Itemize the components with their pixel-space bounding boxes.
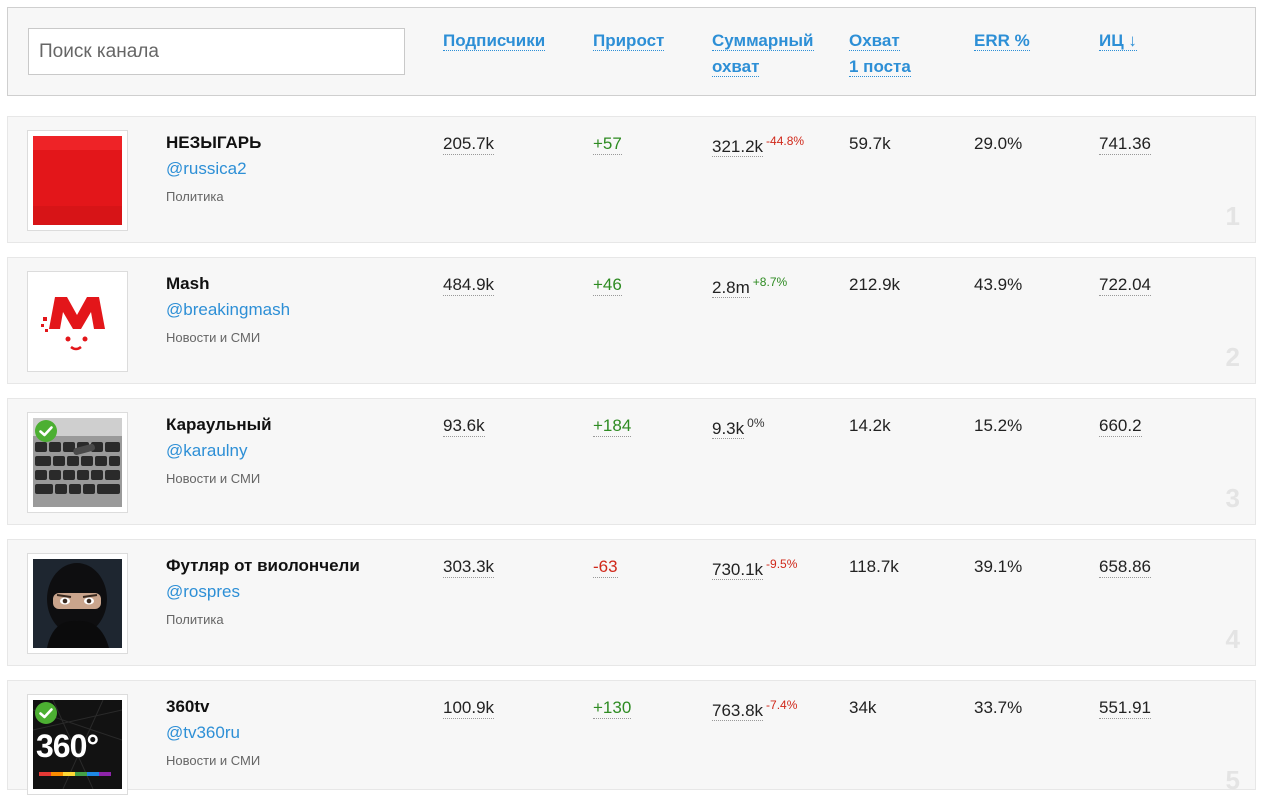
channel-row[interactable]: Караульный @karaulny Новости и СМИ 93.6k…: [7, 398, 1256, 525]
channel-row[interactable]: Mash @breakingmash Новости и СМИ 484.9k …: [7, 257, 1256, 384]
err-value: 43.9%: [974, 275, 1023, 294]
ic-value[interactable]: 658.86: [1099, 557, 1151, 578]
masked-man-avatar-image: [33, 559, 122, 648]
reach-delta: +8.7%: [752, 275, 788, 289]
reach-delta: -7.4%: [766, 698, 798, 712]
post-reach-value: 212.9k: [849, 275, 901, 294]
column-post-reach-label-2[interactable]: 1 поста: [849, 57, 911, 77]
channel-handle-link[interactable]: @breakingmash: [166, 300, 291, 319]
channel-handle-link[interactable]: @tv360ru: [166, 723, 240, 742]
err-value: 15.2%: [974, 416, 1023, 435]
column-growth-label[interactable]: Прирост: [593, 31, 665, 51]
reach-delta: 0%: [747, 416, 765, 430]
reach-delta: -44.8%: [766, 134, 805, 148]
column-growth[interactable]: Прирост: [593, 28, 665, 54]
post-reach-value: 14.2k: [849, 416, 891, 435]
subscribers-value[interactable]: 93.6k: [443, 416, 485, 437]
post-reach-value: 59.7k: [849, 134, 891, 153]
verified-check-icon: [34, 419, 58, 443]
channel-handle-link[interactable]: @russica2: [166, 159, 247, 178]
growth-value[interactable]: +46: [593, 275, 622, 296]
column-post-reach[interactable]: Охват 1 поста: [849, 28, 911, 80]
total-reach-cell: 9.3k 0%: [712, 416, 764, 439]
reach-delta: -9.5%: [766, 557, 798, 571]
channel-avatar[interactable]: [27, 412, 128, 513]
channel-row[interactable]: НЕЗЫГАРЬ @russica2 Политика 205.7k +57 3…: [7, 116, 1256, 243]
rank-number: 3: [1225, 483, 1240, 513]
channel-category: Политика: [166, 189, 224, 204]
channel-name: Mash: [166, 274, 210, 293]
ic-value[interactable]: 551.91: [1099, 698, 1151, 719]
total-reach-value[interactable]: 730.1k: [712, 559, 764, 580]
channel-avatar[interactable]: 360°: [27, 694, 128, 795]
channel-category: Новости и СМИ: [166, 753, 261, 768]
column-ic-sorted[interactable]: ИЦ ↓: [1099, 28, 1137, 54]
channel-name: 360tv: [166, 697, 210, 716]
ic-value[interactable]: 741.36: [1099, 134, 1151, 155]
post-reach-value: 34k: [849, 698, 877, 717]
rank-number: 2: [1225, 342, 1240, 372]
err-value: 33.7%: [974, 698, 1023, 717]
total-reach-value[interactable]: 9.3k: [712, 418, 745, 439]
rank-number: 1: [1225, 201, 1240, 231]
ic-value[interactable]: 660.2: [1099, 416, 1142, 437]
channel-category: Новости и СМИ: [166, 471, 261, 486]
growth-value[interactable]: +184: [593, 416, 632, 437]
channel-category: Политика: [166, 612, 224, 627]
column-ic-label[interactable]: ИЦ ↓: [1099, 31, 1137, 51]
channel-handle-link[interactable]: @rospres: [166, 582, 240, 601]
ic-value[interactable]: 722.04: [1099, 275, 1151, 296]
total-reach-value[interactable]: 2.8m: [712, 277, 750, 298]
growth-value[interactable]: +130: [593, 698, 632, 719]
table-header: Подписчики Прирост Суммарный охват Охват 1…: [7, 7, 1256, 96]
total-reach-cell: 2.8m +8.7%: [712, 275, 787, 298]
subscribers-value[interactable]: 100.9k: [443, 698, 495, 719]
err-value: 39.1%: [974, 557, 1023, 576]
subscribers-value[interactable]: 205.7k: [443, 134, 495, 155]
column-err[interactable]: ERR %: [974, 28, 1030, 54]
channel-category: Новости и СМИ: [166, 330, 261, 345]
channel-handle-link[interactable]: @karaulny: [166, 441, 248, 460]
search-input[interactable]: [28, 28, 405, 75]
total-reach-cell: 321.2k -44.8%: [712, 134, 804, 157]
channel-name: Футляр от виолончели: [166, 556, 360, 575]
growth-value[interactable]: -63: [593, 557, 618, 578]
tv360-logo-text: 360°: [36, 728, 99, 764]
column-subscribers[interactable]: Подписчики: [443, 28, 546, 54]
rank-number: 4: [1225, 624, 1240, 654]
channel-avatar[interactable]: [27, 553, 128, 654]
channel-avatar[interactable]: [27, 130, 128, 231]
growth-value[interactable]: +57: [593, 134, 622, 155]
mash-logo-avatar-image: [33, 277, 122, 366]
rank-number: 5: [1225, 765, 1240, 795]
total-reach-value[interactable]: 321.2k: [712, 136, 764, 157]
column-total-reach-label-2[interactable]: охват: [712, 57, 760, 77]
channel-name: Караульный: [166, 415, 272, 434]
verified-check-icon: [34, 701, 58, 725]
err-value: 29.0%: [974, 134, 1023, 153]
subscribers-value[interactable]: 303.3k: [443, 557, 495, 578]
column-post-reach-label-1[interactable]: Охват: [849, 31, 900, 51]
subscribers-value[interactable]: 484.9k: [443, 275, 495, 296]
column-err-label[interactable]: ERR %: [974, 31, 1030, 51]
red-square-avatar-image: [33, 136, 122, 225]
channel-name: НЕЗЫГАРЬ: [166, 133, 262, 152]
channel-row[interactable]: 360° 360tv @tv360ru Новости и СМИ 100.9k…: [7, 680, 1256, 795]
column-total-reach-label-1[interactable]: Суммарный: [712, 31, 814, 51]
channel-avatar[interactable]: [27, 271, 128, 372]
total-reach-cell: 730.1k -9.5%: [712, 557, 797, 580]
column-total-reach[interactable]: Суммарный охват: [712, 28, 814, 80]
post-reach-value: 118.7k: [849, 557, 899, 576]
channel-row[interactable]: Футляр от виолончели @rospres Политика 3…: [7, 539, 1256, 666]
column-subscribers-label[interactable]: Подписчики: [443, 31, 546, 51]
total-reach-cell: 763.8k -7.4%: [712, 698, 797, 721]
total-reach-value[interactable]: 763.8k: [712, 700, 764, 721]
